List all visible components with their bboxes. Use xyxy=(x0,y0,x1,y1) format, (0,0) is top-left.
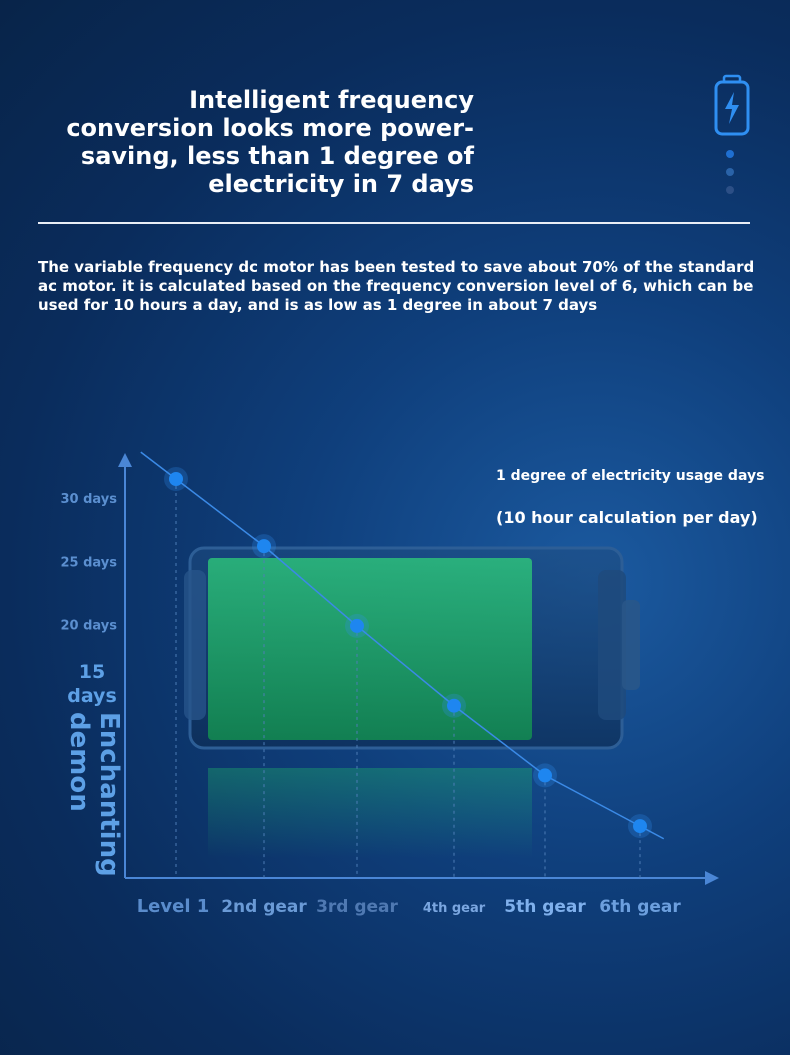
data-point xyxy=(257,539,271,554)
battery-charging-icon xyxy=(714,74,750,136)
chart-subtitle: (10 hour calculation per day) xyxy=(496,508,758,527)
headline: Intelligent frequency conversion looks m… xyxy=(66,86,474,198)
data-point xyxy=(538,768,552,783)
y-tick-label: 15 days xyxy=(67,661,117,707)
x-tick-label: 6th gear xyxy=(599,897,681,917)
x-tick-label: 3rd gear xyxy=(316,897,398,917)
usage-chart: 30 days 25 days 20 days 15 days Level 1 2nd g… xyxy=(60,451,719,917)
chart-title: 1 degree of electricity usage days xyxy=(496,468,765,484)
x-tick-label: 5th gear xyxy=(504,897,586,917)
x-tick-label: Level 1 xyxy=(137,896,210,917)
series-line xyxy=(140,451,665,840)
data-point xyxy=(633,819,647,834)
y-tick-label: 30 days xyxy=(60,492,117,507)
y-tick-label: 20 days xyxy=(60,619,117,634)
battery-graphic xyxy=(184,546,640,858)
divider xyxy=(38,222,750,224)
data-point xyxy=(350,618,364,633)
indicator-dots xyxy=(726,150,734,204)
data-point xyxy=(169,472,183,486)
indicator-dot xyxy=(726,150,734,158)
data-point xyxy=(447,698,461,713)
y-tick-label: 25 days xyxy=(60,555,117,570)
description: The variable frequency dc motor has been… xyxy=(38,258,755,314)
x-tick-label: 2nd gear xyxy=(221,897,307,917)
indicator-dot xyxy=(726,168,734,176)
side-label: Enchanting demon xyxy=(64,712,124,877)
x-tick-label: 4th gear xyxy=(423,901,486,916)
indicator-dot xyxy=(726,186,734,194)
